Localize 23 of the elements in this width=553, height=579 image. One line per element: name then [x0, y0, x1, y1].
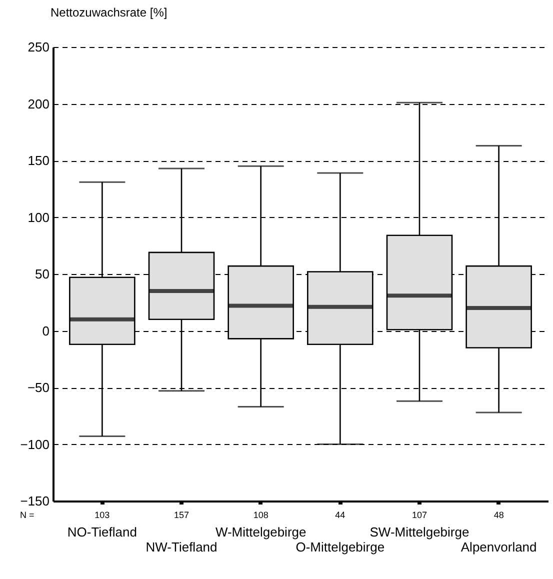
text: 103 [94, 510, 110, 520]
y-tick-label: 0 [42, 323, 50, 338]
text: 157 [174, 510, 190, 520]
x-tick-label: W-Mittelgebirge [215, 524, 306, 540]
text: 48 [494, 510, 504, 520]
x-tick-label: NW-Tiefland [146, 540, 218, 554]
text: 107 [412, 510, 428, 520]
y-tick-label: −100 [20, 436, 50, 452]
y-tick-label: −50 [27, 380, 50, 395]
y-tick-label: 50 [35, 266, 50, 282]
y-axis-title: Nettozuwachsrate [%] [50, 6, 168, 20]
y-tick-label: 150 [28, 153, 50, 168]
text: 44 [335, 510, 346, 520]
text: 108 [253, 510, 268, 520]
x-tick-label: NO-Tiefland [67, 524, 137, 540]
x-tick-label: Alpenvorland [460, 540, 537, 554]
y-tick-label: −150 [20, 494, 50, 508]
x-tick-label: SW-Mittelgebirge [370, 524, 470, 540]
y-tick-label: 100 [28, 210, 50, 225]
y-tick-label: 250 [28, 40, 50, 54]
y-tick-label: 200 [28, 96, 50, 112]
text: N = [20, 510, 34, 520]
x-tick-label: O-Mittelgebirge [296, 540, 385, 554]
